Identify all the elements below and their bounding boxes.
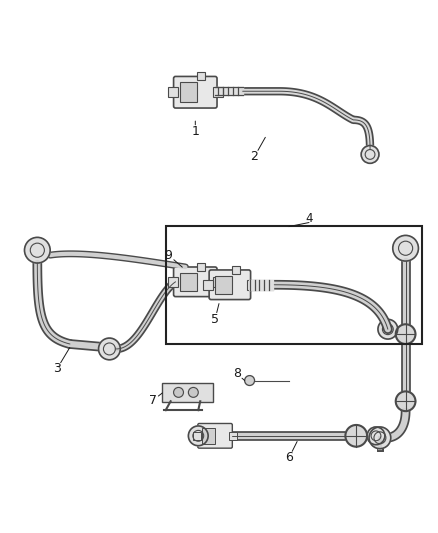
Text: 9: 9: [165, 249, 173, 262]
Circle shape: [396, 324, 416, 344]
Bar: [232, 266, 240, 274]
Circle shape: [346, 425, 367, 447]
Bar: [213, 87, 223, 97]
Bar: [168, 277, 177, 287]
Circle shape: [367, 427, 385, 445]
Circle shape: [245, 376, 254, 385]
Circle shape: [188, 426, 208, 446]
Bar: [247, 280, 257, 290]
Circle shape: [25, 237, 50, 263]
Bar: [213, 277, 223, 287]
Text: 6: 6: [285, 451, 293, 464]
FancyBboxPatch shape: [162, 383, 213, 402]
Circle shape: [173, 387, 184, 397]
Text: 2: 2: [251, 150, 258, 163]
Circle shape: [99, 338, 120, 360]
Circle shape: [369, 427, 391, 449]
FancyBboxPatch shape: [209, 270, 251, 300]
Text: 7: 7: [149, 394, 157, 407]
Bar: [197, 263, 205, 271]
Bar: [215, 276, 232, 294]
Bar: [168, 87, 177, 97]
Bar: [203, 280, 213, 290]
Bar: [197, 72, 205, 80]
Bar: [193, 432, 201, 440]
Bar: [180, 83, 197, 102]
Circle shape: [393, 236, 418, 261]
Circle shape: [396, 391, 416, 411]
Text: 8: 8: [233, 367, 241, 380]
Text: 1: 1: [191, 125, 199, 138]
Bar: [202, 428, 215, 444]
Circle shape: [378, 319, 398, 339]
Text: 4: 4: [305, 212, 313, 225]
Bar: [229, 432, 237, 440]
FancyBboxPatch shape: [173, 76, 217, 108]
Bar: [180, 273, 197, 290]
Bar: [166, 225, 422, 344]
FancyBboxPatch shape: [173, 267, 217, 296]
Text: 3: 3: [53, 362, 61, 375]
Circle shape: [188, 387, 198, 397]
Text: 5: 5: [211, 313, 219, 326]
FancyBboxPatch shape: [198, 424, 232, 448]
Circle shape: [361, 146, 379, 163]
